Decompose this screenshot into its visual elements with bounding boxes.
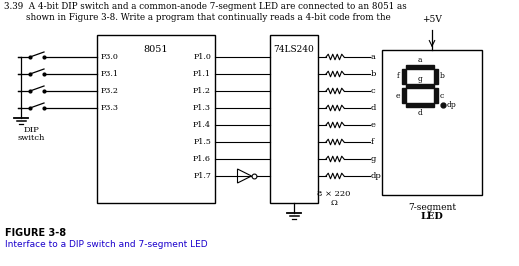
Text: a: a [371,53,376,61]
Text: P3.2: P3.2 [101,87,119,95]
Bar [270,35,318,203]
Bar [382,50,482,195]
Text: P1.5: P1.5 [193,138,211,146]
Text: 8 × 220: 8 × 220 [317,190,351,198]
Text: e: e [395,92,400,99]
Text: P1.2: P1.2 [193,87,211,95]
Bar [434,69,438,84]
Text: g: g [418,75,422,83]
Text: dp: dp [371,172,382,180]
Text: d: d [371,104,376,112]
Text: d: d [418,109,422,117]
Bar [434,88,438,103]
Text: switch: switch [17,134,45,142]
Bar [406,65,434,69]
Text: DIP: DIP [23,126,39,134]
Text: dp: dp [447,101,457,109]
Text: Ω: Ω [331,199,337,207]
Text: P1.6: P1.6 [193,155,211,163]
Text: P1.4: P1.4 [193,121,211,129]
Bar [402,88,406,103]
Text: 8051: 8051 [144,45,168,54]
Text: e: e [371,121,376,129]
Text: g: g [371,155,376,163]
Text: FIGURE 3-8: FIGURE 3-8 [5,228,66,238]
Text: LED: LED [420,212,443,221]
Text: b: b [440,73,445,81]
Text: 74LS240: 74LS240 [274,45,315,54]
Text: +5V: +5V [422,15,442,24]
Text: 3.39  A 4-bit DIP switch and a common-anode 7-segment LED are connected to an 80: 3.39 A 4-bit DIP switch and a common-ano… [4,2,407,11]
Text: Interface to a DIP switch and 7-segment LED: Interface to a DIP switch and 7-segment … [5,240,208,249]
Text: P1.3: P1.3 [193,104,211,112]
Text: P1.0: P1.0 [193,53,211,61]
Text: f: f [397,73,400,81]
Text: P1.7: P1.7 [193,172,211,180]
Text: P1.1: P1.1 [193,70,211,78]
Text: 7-segment: 7-segment [408,203,456,212]
Text: P3.3: P3.3 [101,104,119,112]
Bar [406,84,434,88]
Text: b: b [371,70,376,78]
Text: f: f [371,138,374,146]
Text: a: a [418,56,422,64]
Text: P3.0: P3.0 [101,53,119,61]
Text: P3.1: P3.1 [101,70,119,78]
Bar [97,35,215,203]
Polygon shape [238,169,252,183]
Text: shown in Figure 3-8. Write a program that continually reads a 4-bit code from th: shown in Figure 3-8. Write a program tha… [4,13,391,22]
Bar [402,69,406,84]
Text: c: c [440,92,444,99]
Bar [406,103,434,107]
Text: c: c [371,87,376,95]
